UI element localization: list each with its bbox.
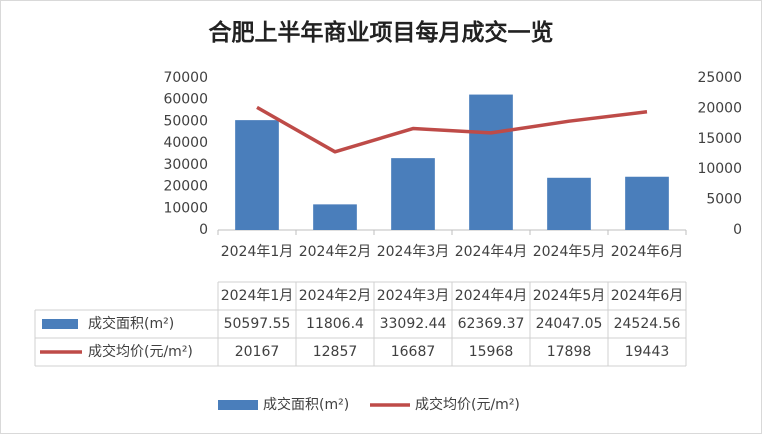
legend-label: 成交均价(元/m²) [415, 396, 520, 413]
legend-label: 成交面积(m²) [263, 396, 349, 413]
table-cell: 62369.37 [458, 316, 525, 332]
table-cell: 15968 [469, 344, 514, 360]
table-cell: 16687 [391, 344, 436, 360]
table-cell: 50597.55 [224, 316, 291, 332]
y-tick-label: 20000 [163, 179, 208, 195]
x-tick-label: 2024年4月 [455, 244, 528, 260]
legend-label: 成交均价(元/m²) [88, 343, 193, 360]
line [256, 105, 648, 154]
y-tick-label: 50000 [163, 113, 208, 129]
y2-tick-label: 10000 [697, 161, 742, 177]
chart-title: 合肥上半年商业项目每月成交一览 [209, 19, 554, 46]
table-cell: 17898 [547, 344, 592, 360]
y2-tick-label: 15000 [697, 131, 742, 147]
x-tick-label: 2024年6月 [611, 244, 684, 260]
table-header: 2024年6月 [611, 288, 684, 304]
table-header: 2024年4月 [455, 288, 528, 304]
y2-tick-label: 0 [733, 222, 742, 238]
y2-tick-label: 20000 [697, 100, 742, 116]
bar [469, 94, 513, 230]
legend-swatch [42, 319, 78, 329]
y2-tick-label: 5000 [706, 192, 742, 208]
table-cell: 24524.56 [614, 316, 681, 332]
y-tick-label: 60000 [163, 92, 208, 108]
legend-swatch [218, 400, 258, 410]
y-tick-label: 40000 [163, 135, 208, 151]
table-cell: 33092.44 [380, 316, 447, 332]
table-cell: 12857 [313, 344, 358, 360]
table-header: 2024年5月 [533, 288, 606, 304]
bar [391, 158, 435, 230]
table-header: 2024年3月 [377, 288, 450, 304]
x-tick-label: 2024年2月 [299, 244, 372, 260]
table-cell: 19443 [625, 344, 670, 360]
bar [235, 120, 279, 230]
x-tick-label: 2024年5月 [533, 244, 606, 260]
legend-label: 成交面积(m²) [88, 315, 174, 332]
table-cell: 20167 [235, 344, 280, 360]
y-tick-label: 30000 [163, 157, 208, 173]
bar [547, 177, 591, 230]
y2-tick-label: 25000 [697, 70, 742, 86]
table-header: 2024年2月 [299, 288, 372, 304]
bar [313, 204, 357, 230]
x-tick-label: 2024年3月 [377, 244, 450, 260]
bar [625, 176, 669, 230]
y-tick-label: 10000 [163, 200, 208, 216]
table-cell: 11806.4 [306, 316, 364, 332]
x-tick-label: 2024年1月 [221, 244, 294, 260]
table-header: 2024年1月 [221, 288, 294, 304]
y-tick-label: 70000 [163, 70, 208, 86]
table-cell: 24047.05 [536, 316, 603, 332]
y-tick-label: 0 [199, 222, 208, 238]
